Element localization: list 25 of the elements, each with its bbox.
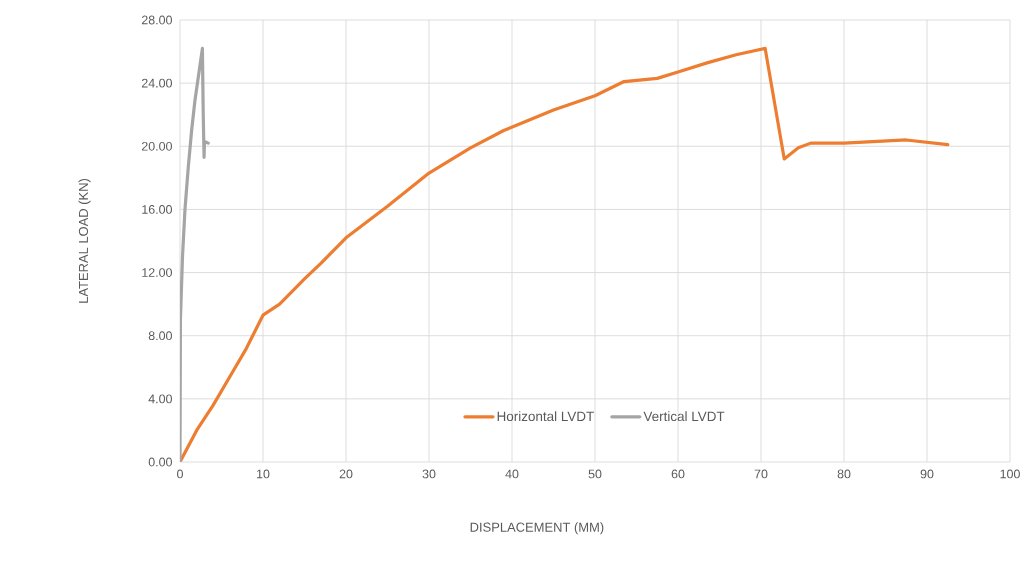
y-tick-label: 28.00 [141,15,172,25]
x-axis-title: DISPLACEMENT (MM) [470,522,604,535]
legend-label: Vertical LVDT [643,411,725,422]
y-tick-label: 24.00 [141,78,172,88]
y-tick-label: 4.00 [148,394,172,404]
y-axis-title: LATERAL LOAD (KN) [78,178,91,303]
x-tick-label: 10 [257,469,270,479]
line-series [180,46,950,462]
x-tick-label: 20 [339,469,353,479]
y-tick-label: 8.00 [148,331,172,341]
y-tick-label: 20.00 [141,141,172,151]
x-tick-label: 40 [505,469,519,479]
x-tick-label: 30 [422,469,436,479]
x-tick-label: 0 [177,469,183,479]
x-tick-label: 60 [671,469,685,479]
y-tick-label: 16.00 [142,205,172,214]
x-tick-label: 70 [754,469,768,479]
x-tick-label: 90 [920,469,934,479]
line-series [180,46,210,462]
y-tick-label: 12.00 [142,268,172,277]
legend-label: Horizontal LVDT [497,411,594,422]
x-tick-label: 100 [1000,469,1020,479]
y-tick-label: 0.00 [148,457,172,467]
x-tick-label: 50 [588,469,602,479]
x-tick-label: 80 [837,469,851,479]
